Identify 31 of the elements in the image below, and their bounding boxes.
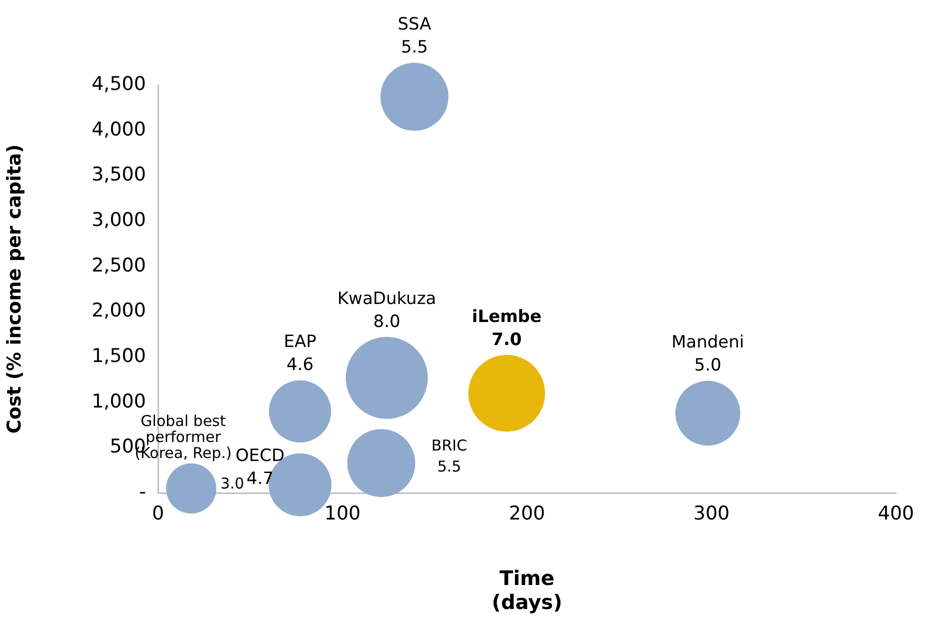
text: iLembe [472,306,542,327]
text: KwaDukuza [337,288,436,309]
data-label: 5.5 [437,457,462,476]
text: Mandeni [672,332,744,353]
data-label: 5.5 [400,38,428,58]
x-tick-label: 300 [693,502,730,524]
x-tick-label: 0 [152,502,164,524]
y-tick-label: 2,500 [92,254,146,276]
data-label: 7.0 [492,330,522,350]
x-axis-title: Time (days) [492,566,562,614]
y-tick-label: 4,500 [92,72,146,95]
x-tick-label: 400 [878,502,914,524]
y-tick-label: 4,000 [92,118,146,140]
y-tick-label: 1,000 [92,390,146,412]
data-label: 8.0 [373,312,400,332]
series-label: SSA [398,14,432,35]
data-label: 4.6 [286,355,314,376]
y-tick-label: 2,000 [92,300,146,322]
data-label: 4.7 [246,468,274,489]
data-label: 5.0 [694,356,722,376]
y-tick-label: 3,000 [92,208,146,231]
x-tick-label: 200 [508,502,546,524]
x-tick-label: 100 [324,502,361,524]
series-label: EAP [284,332,316,352]
y-axis-title: Cost (% income per capita) [3,144,26,434]
y-tick-label: 1,500 [92,344,146,367]
y-tick-label: 3,500 [92,164,146,186]
series-label: OECD [236,446,285,466]
data-label: 3.0 [220,474,244,492]
y-tick-label: - [139,480,146,503]
series-label: BRIC [431,436,468,454]
